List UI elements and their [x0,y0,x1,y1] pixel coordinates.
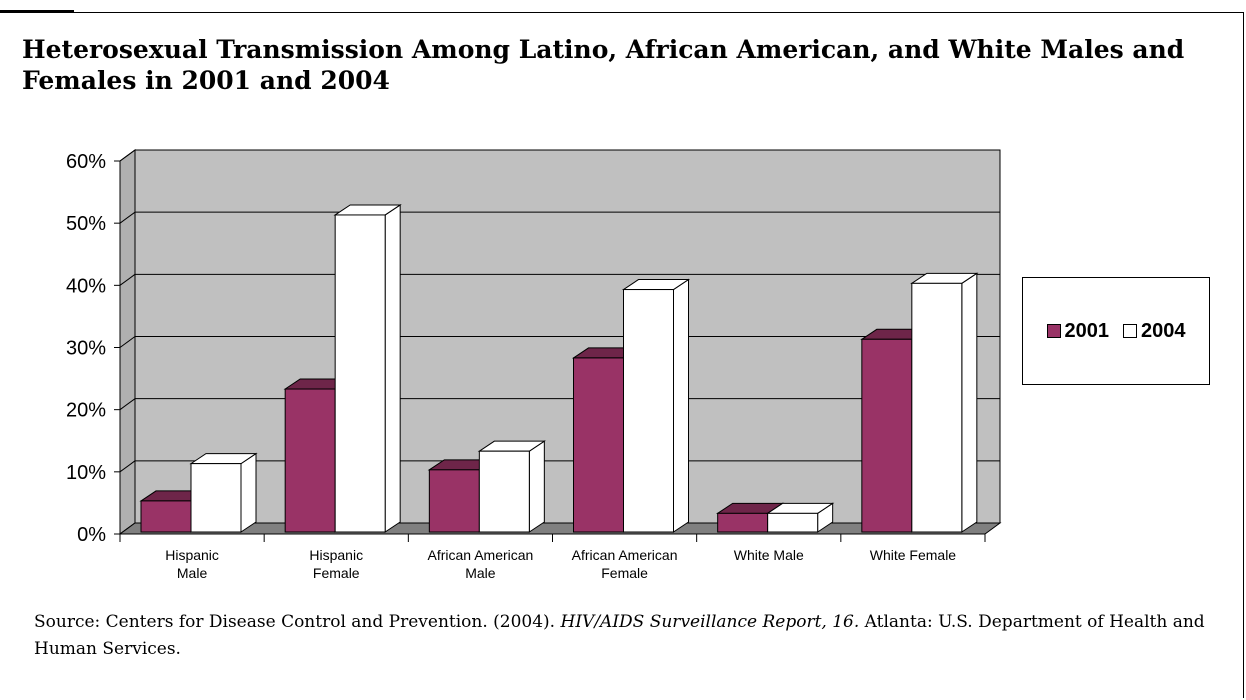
bar-2004-4 [766,502,835,533]
bar-front [284,388,336,533]
bar-2004-2 [477,440,546,533]
y-tick-label: 20% [66,400,106,422]
bar-front [623,289,674,533]
legend-label-2001: 2001 [1064,319,1110,342]
bar-2004-1 [333,204,402,533]
bar-front [190,463,242,533]
source-prefix: Source: Centers for Disease Control and … [34,612,561,632]
legend-swatch-2001 [1046,324,1061,338]
bar-front [140,500,192,533]
y-tick-label: 60% [66,151,106,173]
x-tick-label: African American [428,547,534,563]
bar-side [961,272,978,533]
x-tick-label: Male [177,565,208,581]
legend-item-2001: 2001 [1046,319,1110,343]
bar-front [428,469,480,533]
y-tick-label: 30% [66,338,106,360]
bar-front [334,214,386,533]
x-tick-labels: Hispanic Male Hispanic Female African Americ… [165,547,956,581]
gridline-side [119,336,136,348]
y-tick-label: 40% [66,275,106,297]
gridline-side [119,398,136,411]
gridline-side [119,460,136,473]
bar-front [717,512,769,533]
bar-2004-3 [621,278,691,533]
chart-title: Heterosexual Transmission Among Latino, … [22,35,1185,95]
x-tick-label: African American [572,547,678,563]
legend-label-2004: 2004 [1141,319,1186,342]
source-suffix: Atlanta: U.S. Department of Health and H… [34,612,1205,659]
gridline-side [119,273,136,286]
bar-front [911,282,963,533]
bar-2004-0 [189,452,258,533]
gridline-side [119,149,136,162]
y-tick-label: 0% [77,524,106,546]
bar-side [240,452,257,533]
x-tick-label: Female [601,565,648,581]
bar-front [573,357,624,533]
bar-front [478,450,530,533]
bar-chart: 0%10%20%30%40%50%60% HispanicMaleHispani… [66,149,1002,581]
x-tick-label: White Male [734,547,804,563]
legend: 2001 2004 [1022,277,1210,385]
top-tab [0,0,74,12]
x-tick-label: White Female [870,547,957,563]
gridline-side [119,211,136,224]
y-tick-labels: 0% 10% 20% 30% 40% 50% 60% [66,151,106,546]
x-tick-label: Female [313,565,360,581]
bar-side [528,440,545,533]
bar-2004-5 [910,272,979,533]
chart-panel [0,12,1244,698]
bar-front [861,338,913,533]
bar-side [673,278,689,533]
y-tick-label: 10% [66,462,106,484]
x-tick-label: Male [465,565,496,581]
legend-swatch-2004 [1123,324,1137,338]
bar-front [767,512,819,533]
axes [114,160,986,542]
x-tick-label: Hispanic [165,547,219,563]
legend-item-2004: 2004 [1123,320,1186,343]
source-citation: Source: Centers for Disease Control and … [34,609,1214,663]
source-report-title: HIV/AIDS Surveillance Report, 16. [560,612,860,632]
bar-side [384,204,401,533]
bars [139,204,979,533]
y-tick-label: 50% [66,213,106,235]
x-tick-label: Hispanic [309,547,363,563]
